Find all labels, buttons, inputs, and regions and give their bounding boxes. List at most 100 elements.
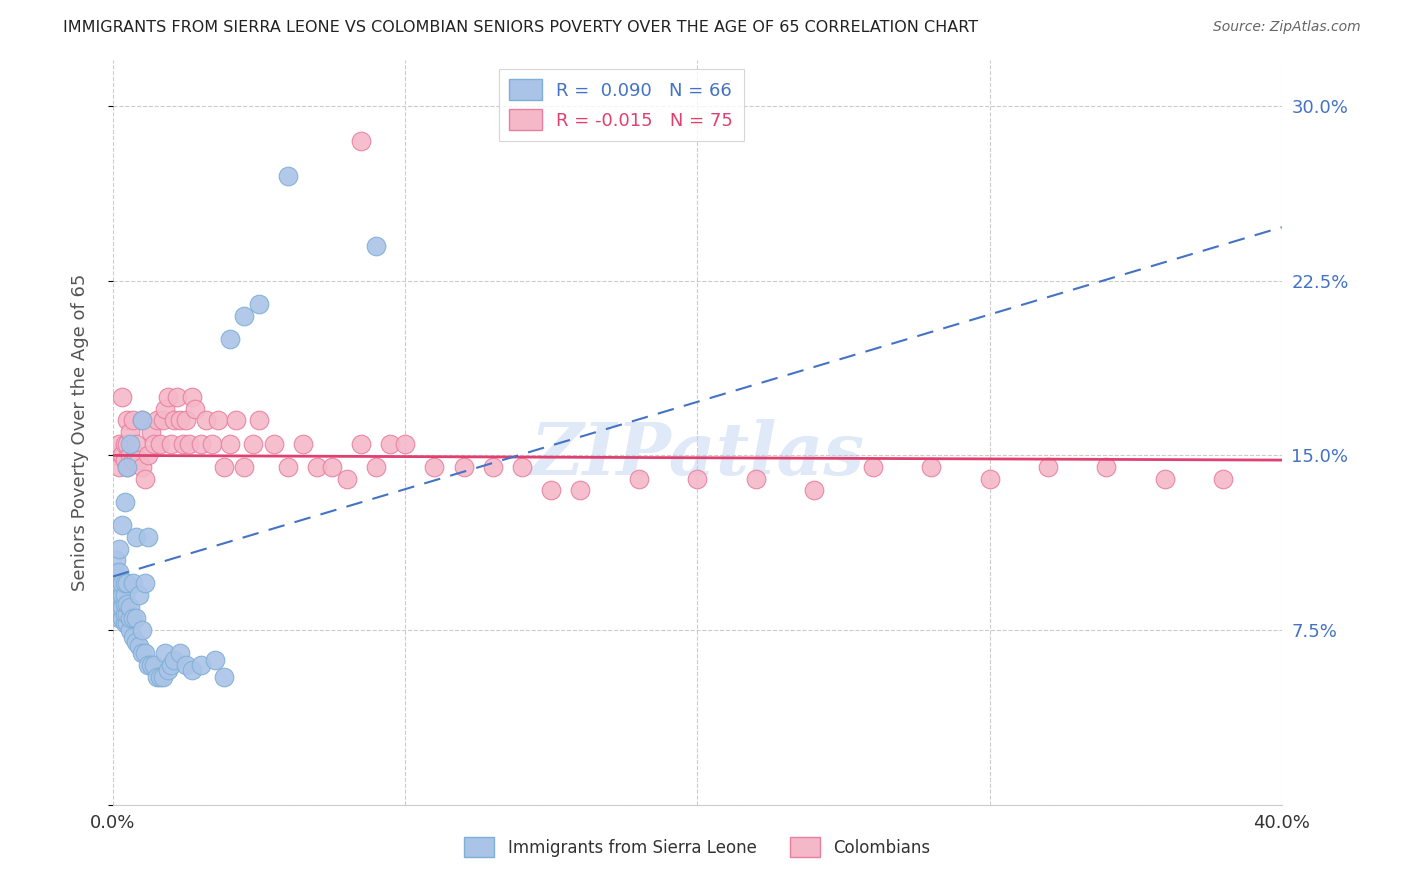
Point bbox=[110, 599, 132, 614]
Point bbox=[1036, 460, 1059, 475]
Point bbox=[149, 437, 172, 451]
Point bbox=[122, 630, 145, 644]
Point bbox=[166, 390, 188, 404]
Point bbox=[145, 413, 167, 427]
Point bbox=[364, 239, 387, 253]
Point bbox=[107, 460, 129, 475]
Point bbox=[120, 425, 142, 439]
Point bbox=[174, 413, 197, 427]
Point bbox=[145, 670, 167, 684]
Point bbox=[122, 576, 145, 591]
Point bbox=[277, 460, 299, 475]
Point bbox=[142, 657, 165, 672]
Point bbox=[131, 646, 153, 660]
Point bbox=[125, 611, 148, 625]
Point bbox=[128, 588, 150, 602]
Point bbox=[139, 425, 162, 439]
Point bbox=[131, 413, 153, 427]
Point bbox=[139, 657, 162, 672]
Point bbox=[218, 332, 240, 346]
Point bbox=[114, 616, 136, 631]
Point bbox=[190, 657, 212, 672]
Point bbox=[117, 460, 139, 475]
Point bbox=[122, 453, 145, 467]
Point bbox=[122, 413, 145, 427]
Point bbox=[1095, 460, 1118, 475]
Point bbox=[117, 576, 139, 591]
Point bbox=[174, 657, 197, 672]
Point bbox=[242, 437, 264, 451]
Point bbox=[423, 460, 446, 475]
Point bbox=[149, 670, 172, 684]
Point bbox=[177, 437, 200, 451]
Point bbox=[169, 413, 191, 427]
Point bbox=[247, 297, 270, 311]
Point bbox=[212, 670, 235, 684]
Point bbox=[180, 390, 202, 404]
Point bbox=[321, 460, 343, 475]
Point bbox=[104, 565, 127, 579]
Point bbox=[114, 495, 136, 509]
Point bbox=[114, 437, 136, 451]
Point bbox=[110, 390, 132, 404]
Point bbox=[979, 472, 1001, 486]
Point bbox=[136, 657, 159, 672]
Point bbox=[862, 460, 884, 475]
Point bbox=[183, 401, 205, 416]
Point bbox=[204, 653, 226, 667]
Point bbox=[122, 611, 145, 625]
Point bbox=[152, 670, 174, 684]
Point bbox=[152, 413, 174, 427]
Point bbox=[1212, 472, 1234, 486]
Point bbox=[114, 598, 136, 612]
Text: ZIPatlas: ZIPatlas bbox=[530, 419, 865, 490]
Point bbox=[110, 611, 132, 625]
Text: IMMIGRANTS FROM SIERRA LEONE VS COLOMBIAN SENIORS POVERTY OVER THE AGE OF 65 COR: IMMIGRANTS FROM SIERRA LEONE VS COLOMBIA… bbox=[63, 20, 979, 35]
Point bbox=[117, 437, 139, 451]
Point bbox=[350, 437, 373, 451]
Point bbox=[263, 437, 285, 451]
Point bbox=[120, 599, 142, 614]
Point bbox=[114, 588, 136, 602]
Point bbox=[136, 530, 159, 544]
Point bbox=[212, 460, 235, 475]
Point bbox=[277, 169, 299, 183]
Point bbox=[110, 518, 132, 533]
Point bbox=[134, 576, 156, 591]
Point bbox=[117, 413, 139, 427]
Text: Source: ZipAtlas.com: Source: ZipAtlas.com bbox=[1213, 20, 1361, 34]
Point bbox=[686, 472, 709, 486]
Point bbox=[142, 437, 165, 451]
Point bbox=[155, 401, 177, 416]
Point bbox=[233, 460, 256, 475]
Point bbox=[110, 588, 132, 602]
Point bbox=[131, 413, 153, 427]
Point bbox=[117, 460, 139, 475]
Point bbox=[120, 611, 142, 625]
Point bbox=[481, 460, 503, 475]
Point bbox=[157, 390, 180, 404]
Point bbox=[117, 598, 139, 612]
Point bbox=[291, 437, 314, 451]
Point bbox=[160, 657, 183, 672]
Point bbox=[107, 576, 129, 591]
Point bbox=[190, 437, 212, 451]
Point bbox=[233, 309, 256, 323]
Point bbox=[107, 599, 129, 614]
Point bbox=[247, 413, 270, 427]
Point bbox=[157, 663, 180, 677]
Point bbox=[114, 453, 136, 467]
Point bbox=[394, 437, 416, 451]
Point bbox=[110, 576, 132, 591]
Point bbox=[120, 623, 142, 637]
Point bbox=[307, 460, 329, 475]
Point bbox=[114, 576, 136, 591]
Point bbox=[131, 460, 153, 475]
Point bbox=[745, 472, 768, 486]
Point bbox=[540, 483, 562, 498]
Point bbox=[155, 646, 177, 660]
Y-axis label: Seniors Poverty Over the Age of 65: Seniors Poverty Over the Age of 65 bbox=[72, 274, 89, 591]
Point bbox=[125, 634, 148, 648]
Point bbox=[134, 646, 156, 660]
Point bbox=[134, 472, 156, 486]
